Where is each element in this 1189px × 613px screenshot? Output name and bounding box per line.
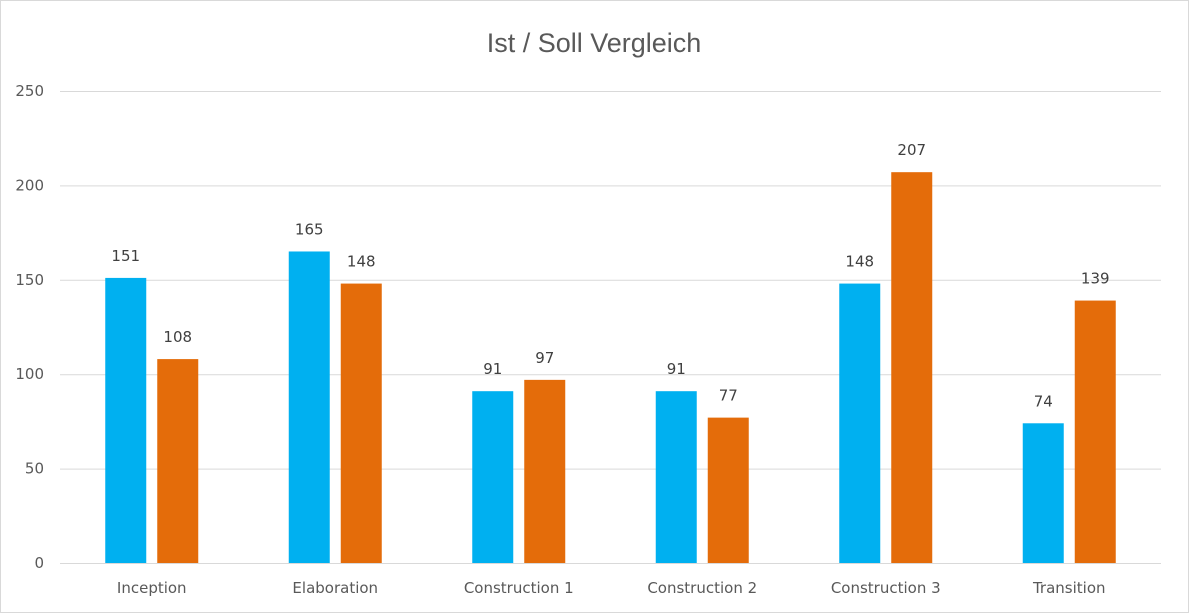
x-tick-label: Transition (1032, 579, 1106, 597)
data-label: 148 (347, 253, 376, 271)
bar-construction-1-series-1 (472, 391, 514, 563)
bar-construction-2-series-1 (655, 391, 697, 563)
bar-transition-series-1 (1022, 423, 1064, 563)
bar-construction-3-series-2 (891, 172, 933, 563)
data-label: 207 (897, 141, 926, 159)
data-label: 91 (483, 360, 502, 378)
bar-transition-series-2 (1074, 300, 1116, 563)
chart-title: Ist / Soll Vergleich (487, 28, 702, 58)
x-tick-label: Inception (117, 579, 187, 597)
bar-construction-2-series-2 (707, 417, 749, 563)
y-tick-label: 250 (15, 82, 44, 100)
bars (105, 172, 1116, 564)
bar-construction-3-series-1 (839, 283, 881, 563)
x-tick-label: Construction 3 (831, 579, 941, 597)
y-tick-label: 0 (34, 554, 44, 572)
x-tick-label: Construction 2 (647, 579, 757, 597)
data-label: 74 (1034, 392, 1053, 410)
y-tick-label: 50 (25, 460, 44, 478)
bar-elaboration-series-1 (288, 251, 330, 564)
bar-construction-1-series-2 (524, 379, 566, 563)
data-label: 91 (667, 360, 686, 378)
y-axis-ticks: 0 50 100 150 200 250 (15, 82, 44, 572)
data-label: 148 (845, 253, 874, 271)
data-label: 77 (719, 387, 738, 405)
data-labels: 151 108 165 148 91 97 91 77 148 207 74 139 (111, 141, 1109, 410)
gridlines (60, 91, 1161, 564)
x-tick-label: Elaboration (292, 579, 378, 597)
y-tick-label: 100 (15, 365, 44, 383)
y-tick-label: 150 (15, 271, 44, 289)
y-tick-label: 200 (15, 176, 44, 194)
bar-elaboration-series-2 (340, 283, 382, 563)
data-label: 165 (295, 220, 324, 238)
x-axis-ticks: Inception Elaboration Construction 1 Constr… (117, 579, 1106, 597)
data-label: 139 (1081, 270, 1110, 288)
data-label: 97 (535, 349, 554, 367)
bar-inception-series-1 (105, 277, 147, 563)
bar-inception-series-2 (157, 359, 199, 563)
data-label: 151 (111, 247, 140, 265)
data-label: 108 (163, 328, 192, 346)
x-tick-label: Construction 1 (464, 579, 574, 597)
